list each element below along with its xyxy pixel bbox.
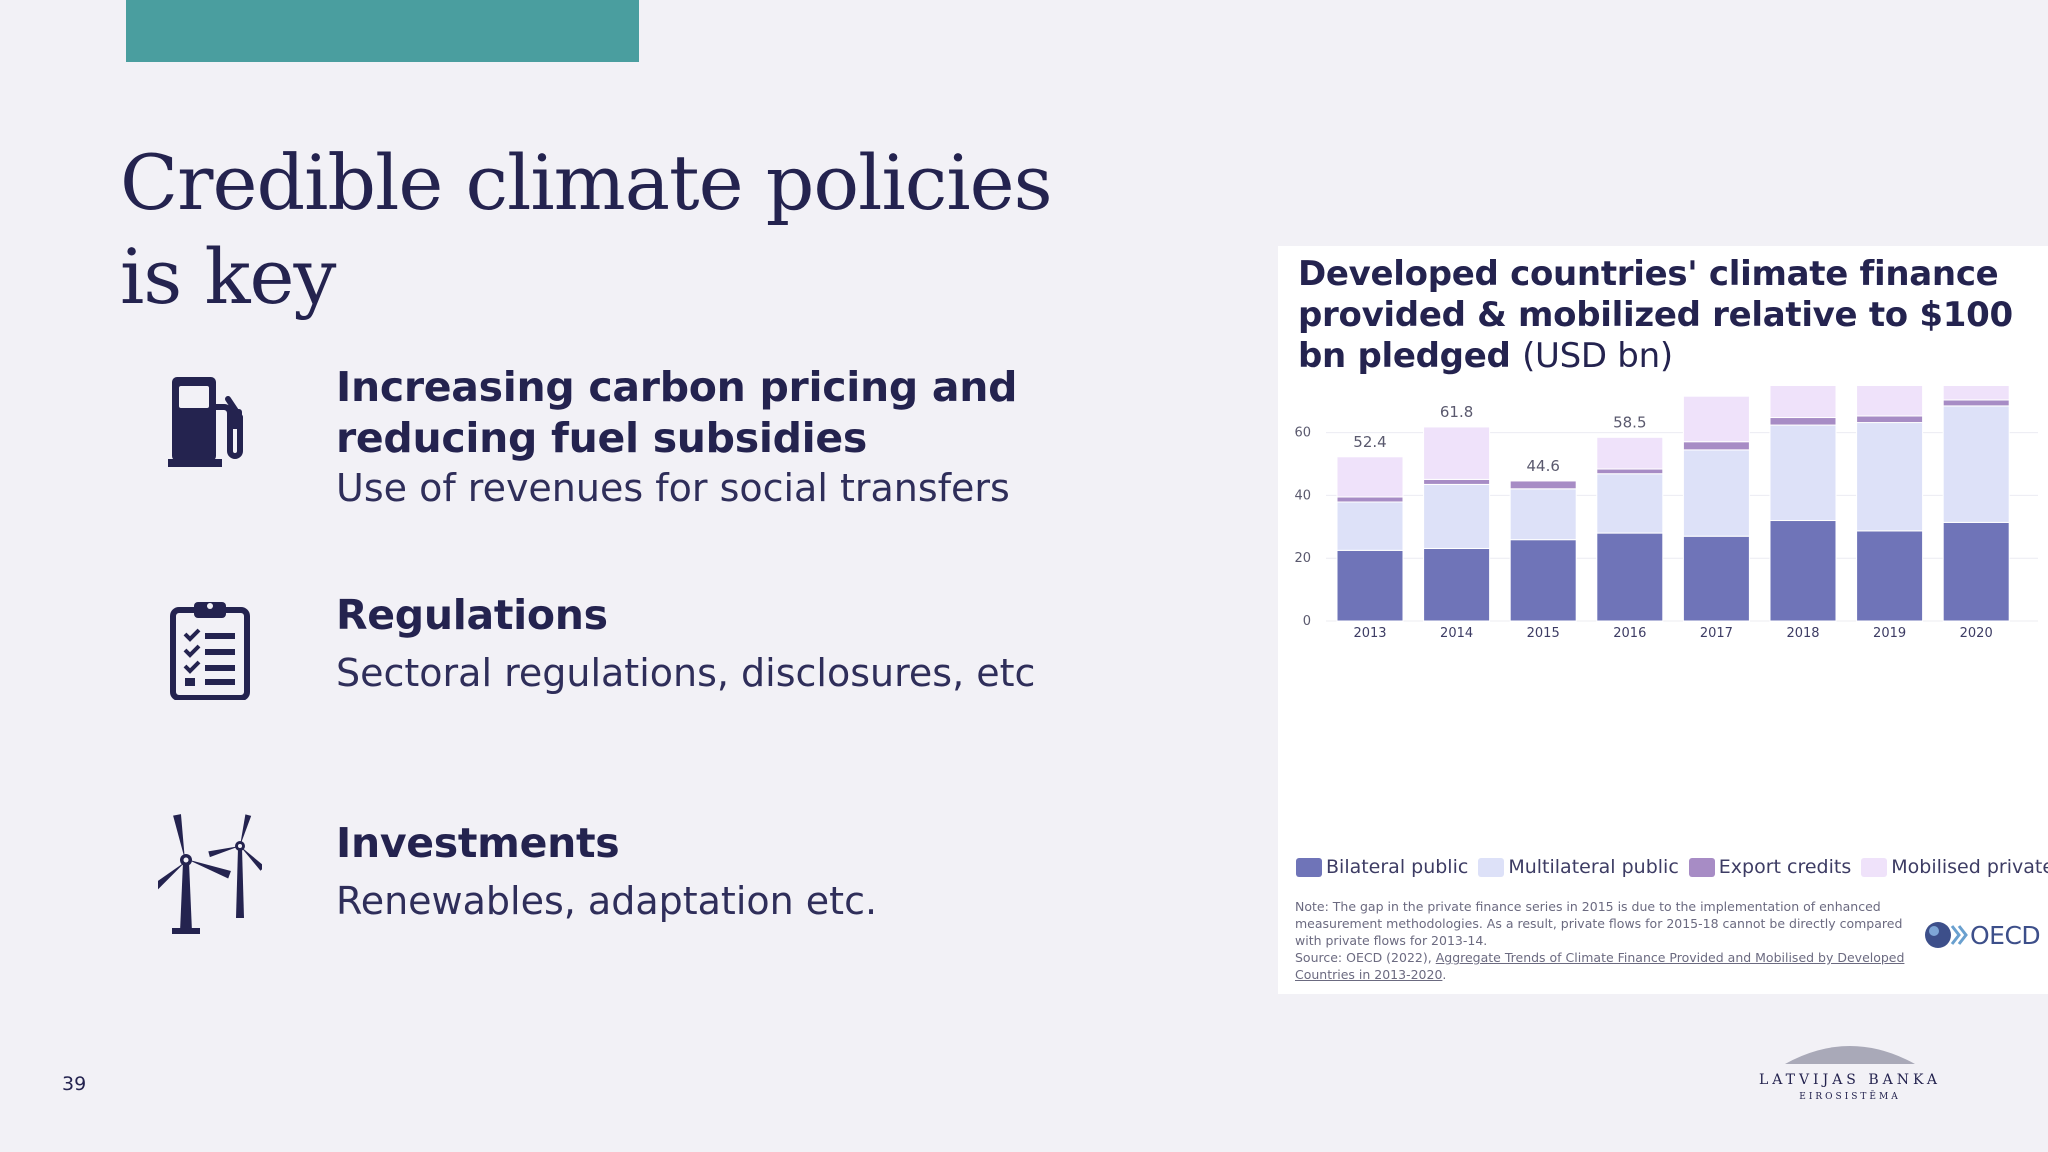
bar-segment [1942, 405, 2010, 523]
bar-segment [1856, 415, 1924, 424]
chart-source-suffix: . [1442, 967, 1447, 982]
bar-segment [1596, 436, 1664, 470]
wind-turbine-icon [150, 814, 270, 934]
legend-item: Multilateral public [1478, 856, 1679, 878]
bar-segment [1596, 468, 1664, 475]
fuel-pump-icon [150, 362, 270, 482]
bar-total-label: 58.5 [1613, 413, 1646, 431]
bar-total-label: 44.6 [1526, 457, 1559, 475]
x-tick-label: 2016 [1613, 626, 1646, 641]
bar-segment [1509, 539, 1577, 622]
x-tick-label: 2017 [1700, 626, 1733, 641]
bar-segment [1336, 549, 1404, 622]
legend-label: Multilateral public [1508, 856, 1679, 878]
chart-title-unit: (USD bn) [1522, 336, 1673, 376]
y-tick-label: 40 [1294, 488, 1311, 503]
bar-segment [1596, 532, 1664, 622]
chart-legend: Bilateral public Multilateral public Expor… [1296, 856, 2048, 878]
legend-swatch [1478, 857, 1505, 877]
x-tick-label: 2015 [1527, 626, 1560, 641]
bar-segment [1682, 441, 1750, 451]
bar-segment [1336, 456, 1404, 498]
item-heading: Investments [336, 819, 620, 867]
bar-segment [1769, 386, 1837, 419]
x-tick-label: 2019 [1873, 626, 1906, 641]
legend-label: Mobilised private [1891, 856, 2048, 878]
clipboard-checklist-icon [150, 590, 270, 710]
item-subtext: Sectoral regulations, disclosures, etc [336, 651, 1036, 695]
bar-segment [1942, 399, 2010, 407]
legend-label: Bilateral public [1326, 856, 1469, 878]
legend-item: Mobilised private [1861, 856, 2048, 878]
bar-segment [1856, 530, 1924, 622]
bar-segment [1336, 496, 1404, 503]
bar-segment [1509, 488, 1577, 541]
bar-segment [1942, 386, 2010, 401]
bar-segment [1682, 395, 1750, 443]
chart-panel: Developed countries' climate finance pro… [1278, 246, 2048, 994]
chart-note: Note: The gap in the private finance ser… [1295, 898, 1905, 983]
bar-segment [1423, 483, 1491, 549]
legend-label: Export credits [1718, 856, 1852, 878]
bar-segment [1336, 501, 1404, 551]
bar-segment [1423, 547, 1491, 622]
bar-total-label: 61.8 [1440, 403, 1473, 421]
y-tick-label: 20 [1294, 551, 1311, 566]
item-carbon-pricing-text: Increasing carbon pricing and reducing f… [336, 362, 1076, 512]
oecd-logo: OECD [1924, 920, 2041, 950]
bar-chart: 020406080100USD 100 billion52.4201361.82… [1294, 386, 2038, 641]
legend-item: Bilateral public [1296, 856, 1468, 878]
y-tick-label: 60 [1294, 426, 1311, 441]
chart-title: Developed countries' climate finance pro… [1298, 254, 2038, 377]
bar-total-label: 71.6 [1700, 386, 1733, 390]
legend-swatch [1688, 857, 1715, 877]
bar-segment [1942, 521, 2010, 622]
item-heading: Increasing carbon pricing and reducing f… [336, 363, 1018, 462]
chart-note-text: Note: The gap in the private finance ser… [1295, 899, 1903, 948]
globe-icon [1925, 922, 1968, 948]
bank-logo: LATVIJAS BANKA EIROSISTĒMA [1750, 1040, 1950, 1102]
item-subtext: Renewables, adaptation etc. [336, 879, 878, 923]
bar-segment [1856, 422, 1924, 532]
chart-source: Source: OECD (2022), Aggregate Trends of… [1295, 949, 1905, 983]
legend-swatch [1296, 857, 1322, 877]
accent-bar [126, 0, 639, 62]
bank-emblem-icon [1785, 1046, 1915, 1064]
bar-segment [1682, 535, 1750, 622]
chart-source-link[interactable]: Aggregate Trends of Climate Finance Prov… [1295, 950, 1905, 982]
chart-source-prefix: Source: OECD (2022), [1295, 950, 1436, 965]
bar-segment [1769, 520, 1837, 622]
bar-segment [1769, 417, 1837, 426]
bar-segment [1423, 426, 1491, 480]
y-tick-label: 0 [1303, 614, 1311, 629]
bank-sub: EIROSISTĒMA [1799, 1092, 1901, 1102]
item-subtext: Use of revenues for social transfers [336, 466, 1010, 510]
x-tick-label: 2018 [1786, 626, 1819, 641]
x-tick-label: 2013 [1353, 626, 1386, 641]
page-title: Credible climate policies is key [120, 138, 1053, 321]
bar-segment [1682, 449, 1750, 537]
bar-segment [1423, 478, 1491, 485]
item-heading: Regulations [336, 591, 608, 639]
bank-name: LATVIJAS BANKA [1758, 1072, 1942, 1088]
page-number: 39 [62, 1073, 87, 1095]
bar-segment [1596, 473, 1664, 534]
legend-swatch [1861, 857, 1888, 877]
bar-total-label: 52.4 [1353, 433, 1386, 451]
x-tick-label: 2020 [1960, 626, 1993, 641]
x-tick-label: 2014 [1440, 626, 1473, 641]
chart-title-main: Developed countries' climate finance pro… [1298, 254, 2013, 376]
bar-segment [1769, 424, 1837, 522]
item-regulations-text: Regulations Sectoral regulations, disclo… [336, 590, 1076, 697]
bar-segment [1509, 480, 1577, 490]
oecd-logo-text: OECD [1970, 920, 2041, 950]
legend-item: Export credits [1688, 856, 1852, 878]
bar-segment [1856, 386, 1924, 417]
item-investments-text: Investments Renewables, adaptation etc. [336, 818, 1076, 925]
